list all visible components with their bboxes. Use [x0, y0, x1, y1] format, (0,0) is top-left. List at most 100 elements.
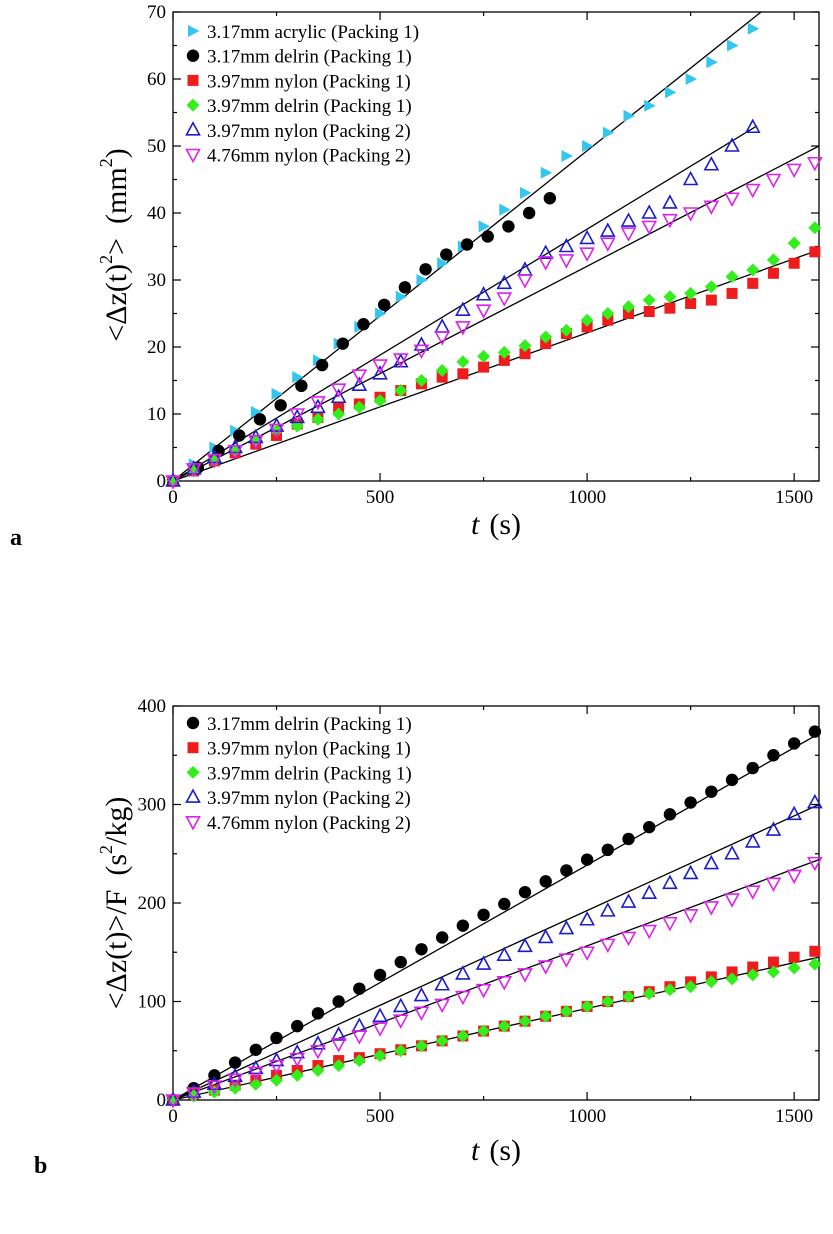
data-point — [767, 267, 779, 279]
data-point — [746, 761, 759, 775]
data-point — [517, 968, 533, 983]
legend-a: 3.17mm acrylic (Packing 1) 3.17mm delrin … — [185, 22, 419, 167]
data-point — [373, 1049, 387, 1063]
data-point — [351, 369, 368, 384]
data-point — [185, 1087, 202, 1102]
x-tick-label: 1500 — [775, 1106, 813, 1127]
data-point — [247, 434, 264, 450]
legend-marker — [185, 121, 201, 136]
data-point — [233, 429, 246, 442]
y-axis-var-b: <Δz(t)>/F — [100, 890, 133, 1010]
data-point — [457, 368, 469, 380]
data-point — [744, 118, 761, 134]
data-point — [765, 173, 782, 189]
y-axis-unit-sup-a: 2 — [96, 158, 116, 167]
fit-line — [173, 125, 758, 481]
y-axis-var-sup-a: 2 — [96, 255, 116, 264]
legend-label: 3.97mm nylon (Packing 2) — [207, 121, 411, 142]
data-point — [498, 897, 511, 911]
data-point — [601, 307, 615, 320]
data-point — [477, 349, 491, 363]
data-point — [208, 1069, 221, 1082]
legend-marker — [186, 49, 200, 62]
data-point — [373, 968, 387, 982]
legend-label: 3.97mm nylon (Packing 2) — [207, 788, 411, 809]
data-point — [602, 126, 615, 139]
data-point — [392, 353, 409, 368]
data-point — [332, 995, 345, 1008]
x-axis-var-a: t — [471, 508, 480, 541]
data-point — [727, 39, 739, 52]
data-point — [558, 254, 575, 269]
ticks-a: 0 500 1000 1500 0 10 20 30 40 50 60 70 — [147, 2, 819, 508]
data-point — [271, 387, 284, 400]
data-point — [206, 453, 223, 469]
data-point — [643, 820, 656, 834]
data-point — [724, 137, 740, 152]
data-point — [537, 928, 554, 944]
data-point — [330, 388, 347, 404]
data-point — [622, 832, 635, 846]
data-point — [270, 1031, 283, 1045]
data-point — [705, 294, 717, 306]
data-point — [372, 1022, 388, 1037]
data-point — [475, 983, 492, 999]
data-point — [808, 957, 822, 971]
data-point — [330, 383, 347, 398]
fit-line — [173, 859, 819, 1100]
legend-marker — [186, 765, 200, 779]
data-point — [419, 263, 432, 276]
y-tick-label: 10 — [147, 404, 166, 425]
data-point — [377, 298, 391, 311]
legend-label: 4.76mm nylon (Packing 2) — [207, 813, 411, 834]
data-point — [518, 1014, 532, 1028]
data-point — [537, 960, 554, 975]
data-point — [228, 1081, 242, 1095]
data-point — [685, 73, 698, 85]
data-point — [644, 99, 656, 112]
data-point — [477, 908, 490, 922]
legend-label: 3.17mm delrin (Packing 1) — [207, 714, 412, 735]
data-point — [497, 345, 511, 359]
data-point — [579, 946, 595, 961]
data-point — [622, 300, 636, 314]
data-point — [373, 394, 387, 408]
x-tick-label: 1500 — [775, 487, 813, 508]
data-point — [435, 931, 449, 944]
data-point — [786, 869, 802, 885]
legend-marker — [187, 74, 199, 86]
data-point — [333, 401, 345, 413]
data-point — [295, 379, 308, 393]
data-point — [413, 986, 430, 1002]
data-point — [330, 1026, 347, 1041]
data-point — [807, 793, 823, 809]
data-point — [499, 203, 511, 216]
data-point — [398, 281, 412, 294]
x-axis-unit-a: (s) — [489, 508, 521, 541]
data-point — [477, 1024, 491, 1038]
fit-line — [173, 803, 819, 1100]
data-point — [315, 358, 329, 372]
series-0 — [168, 22, 760, 487]
data-point — [436, 371, 448, 383]
data-point — [455, 965, 471, 980]
data-point — [336, 337, 349, 350]
x-tick-label: 500 — [366, 1106, 395, 1127]
data-point — [744, 183, 761, 199]
data-point — [620, 931, 637, 947]
data-point — [268, 1059, 285, 1075]
data-point — [351, 376, 368, 391]
data-point — [311, 1063, 325, 1077]
series-3 — [165, 793, 823, 1106]
data-point — [537, 256, 554, 271]
data-point — [357, 318, 370, 331]
data-point — [682, 170, 699, 186]
legend-label: 3.17mm acrylic (Packing 1) — [207, 22, 419, 43]
data-point — [807, 856, 823, 872]
data-point — [599, 222, 616, 237]
data-point — [684, 796, 697, 809]
data-point — [704, 280, 718, 294]
data-point — [622, 990, 636, 1004]
data-point — [662, 874, 678, 890]
data-point — [434, 976, 451, 991]
